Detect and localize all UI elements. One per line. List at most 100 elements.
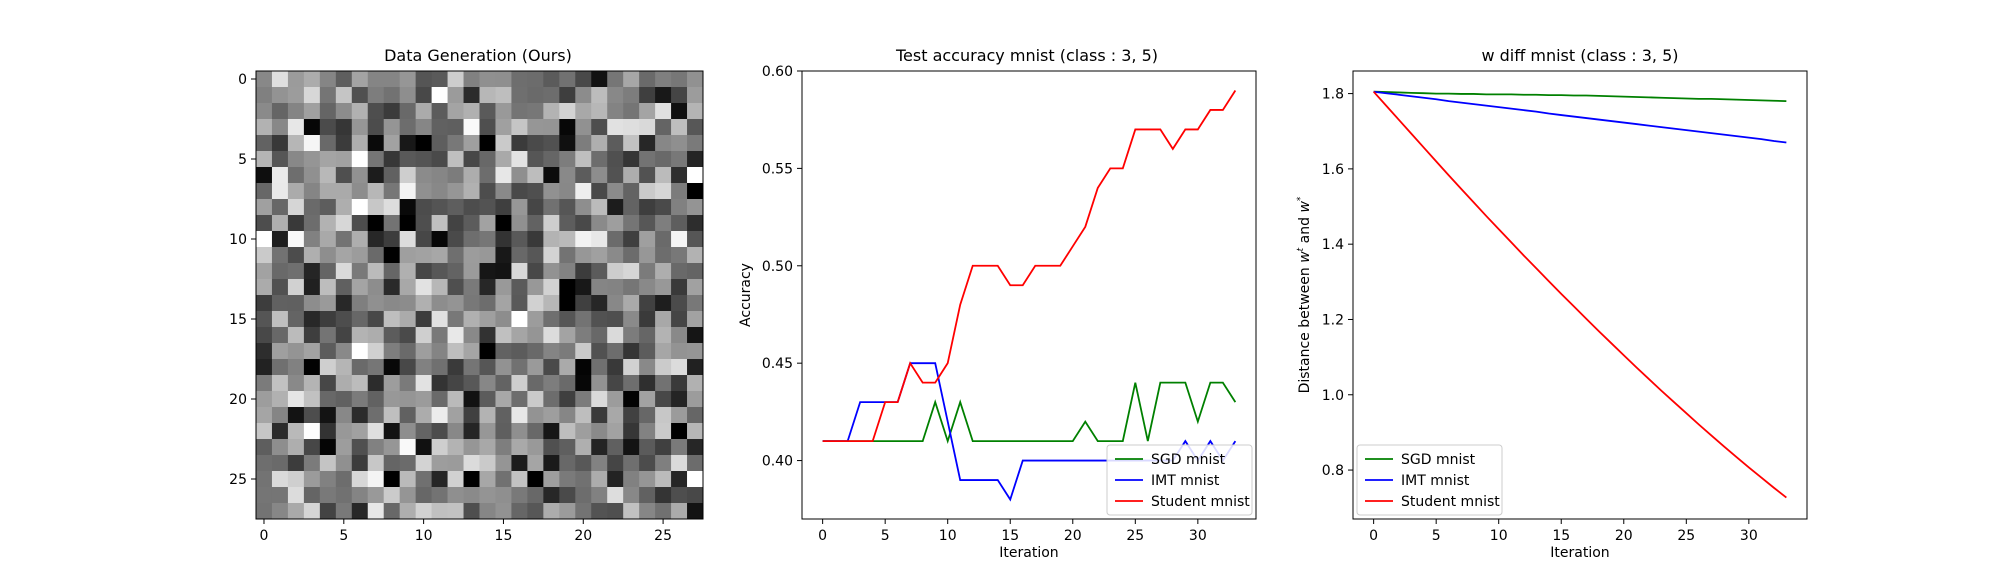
heatmap-cell xyxy=(447,455,464,472)
accuracy-xtick-label: 25 xyxy=(1126,528,1144,544)
heatmap-cell xyxy=(591,135,608,152)
heatmap-cell xyxy=(271,247,289,264)
heatmap-cell xyxy=(399,151,417,168)
heatmap-cell xyxy=(655,375,672,392)
heatmap-cell xyxy=(287,455,305,472)
heatmap-cell xyxy=(655,199,672,216)
heatmap-cell xyxy=(639,295,656,312)
heatmap-cell xyxy=(591,231,608,248)
heatmap-cell xyxy=(527,311,544,328)
heatmap-cell xyxy=(447,439,464,456)
heatmap-cell xyxy=(671,135,688,152)
heatmap-cell xyxy=(351,103,369,120)
heatmap-cell xyxy=(543,247,560,264)
heatmap-cell xyxy=(623,167,640,184)
heatmap-cell xyxy=(383,71,401,88)
heatmap-cell xyxy=(351,231,369,248)
heatmap-cell xyxy=(383,215,401,232)
heatmap-cell xyxy=(479,199,496,216)
heatmap-cell xyxy=(511,455,528,472)
heatmap-cell xyxy=(447,87,464,104)
heatmap-cell xyxy=(383,167,401,184)
heatmap-cell xyxy=(335,151,353,168)
heatmap-cell xyxy=(671,295,688,312)
heatmap-cell xyxy=(623,327,640,344)
heatmap-cell xyxy=(559,423,576,440)
heatmap-cell xyxy=(335,375,353,392)
heatmap-cell xyxy=(511,71,528,88)
heatmap-cell xyxy=(527,471,544,488)
heatmap-cell xyxy=(623,407,640,424)
heatmap-cell xyxy=(335,103,353,120)
heatmap-cell xyxy=(287,503,305,520)
heatmap-cell xyxy=(431,439,448,456)
heatmap-cell xyxy=(623,103,640,120)
heatmap-cell xyxy=(383,199,401,216)
heatmap-cell xyxy=(383,343,401,360)
heatmap-cell xyxy=(527,199,544,216)
heatmap-cell xyxy=(479,295,496,312)
heatmap-cell xyxy=(399,119,417,136)
heatmap-cell xyxy=(671,503,688,520)
heatmap-cell xyxy=(303,327,321,344)
heatmap-cell xyxy=(639,327,656,344)
heatmap-cell xyxy=(287,199,305,216)
heatmap-cell xyxy=(671,119,688,136)
heatmap-cell xyxy=(655,263,672,280)
heatmap-cell xyxy=(543,151,560,168)
heatmap-cell xyxy=(479,503,496,520)
heatmap-cell xyxy=(431,119,448,136)
heatmap-cell xyxy=(495,439,512,456)
heatmap-cell xyxy=(335,455,353,472)
heatmap-cell xyxy=(511,407,528,424)
heatmap-cell xyxy=(399,503,417,520)
heatmap-cell xyxy=(351,375,369,392)
heatmap-cell xyxy=(607,119,624,136)
heatmap-cell xyxy=(319,471,337,488)
heatmap-cell xyxy=(687,279,704,296)
heatmap-cell xyxy=(367,167,385,184)
heatmap-cell xyxy=(351,215,369,232)
heatmap-cell xyxy=(559,359,576,376)
heatmap-cell xyxy=(431,167,448,184)
heatmap-cell xyxy=(527,263,544,280)
heatmap-cell xyxy=(319,439,337,456)
heatmap-cell xyxy=(271,215,289,232)
heatmap-cell xyxy=(687,471,704,488)
heatmap-cell xyxy=(687,247,704,264)
heatmap-cell xyxy=(479,311,496,328)
heatmap-cell xyxy=(351,455,369,472)
heatmap-cell xyxy=(319,503,337,520)
heatmap-cell xyxy=(256,487,273,504)
wdiff-plot-area xyxy=(1372,90,1787,499)
heatmap-cell xyxy=(559,503,576,520)
heatmap-cell xyxy=(367,151,385,168)
heatmap-cell xyxy=(591,103,608,120)
heatmap-cell xyxy=(495,231,512,248)
heatmap-cell xyxy=(319,151,337,168)
heatmap-cell xyxy=(511,215,528,232)
heatmap-cell xyxy=(256,151,273,168)
accuracy-legend-label: SGD mnist xyxy=(1151,452,1226,468)
heatmap-cell xyxy=(511,183,528,200)
heatmap-cell xyxy=(607,295,624,312)
heatmap-cell xyxy=(591,167,608,184)
heatmap-cell xyxy=(463,135,480,152)
heatmap-cell xyxy=(303,295,321,312)
heatmap-cell xyxy=(271,439,289,456)
heatmap-cell xyxy=(303,359,321,376)
heatmap-cell xyxy=(287,119,305,136)
heatmap-cell xyxy=(495,103,512,120)
accuracy-frame xyxy=(801,70,1257,520)
heatmap-cell xyxy=(287,407,305,424)
heatmap-cell xyxy=(463,423,480,440)
heatmap-cell xyxy=(447,151,464,168)
heatmap-cell xyxy=(527,455,544,472)
accuracy-axes: 0 5 10 15 20 25 30 0.40 0.45 0.50 0.55 0.60 xyxy=(762,64,1207,544)
heatmap-cell xyxy=(559,295,576,312)
heatmap-cell xyxy=(671,375,688,392)
accuracy-plot-area xyxy=(822,89,1237,502)
wdiff-series-line xyxy=(1373,90,1787,144)
heatmap-cell xyxy=(287,439,305,456)
heatmap-cell xyxy=(655,183,672,200)
